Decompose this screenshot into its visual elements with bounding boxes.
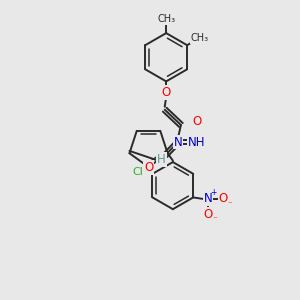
Text: NH: NH	[188, 136, 205, 148]
Text: N: N	[204, 192, 212, 206]
Text: O: O	[203, 208, 213, 221]
Text: ⁻: ⁻	[227, 200, 232, 209]
Text: O: O	[144, 160, 153, 174]
Text: ⁻: ⁻	[212, 216, 217, 225]
Text: CH₃: CH₃	[157, 14, 175, 24]
Text: N: N	[174, 136, 182, 148]
Text: Cl: Cl	[132, 167, 143, 177]
Text: O: O	[193, 115, 202, 128]
Text: CH₃: CH₃	[190, 33, 208, 43]
Text: O: O	[219, 192, 228, 206]
Text: H: H	[157, 153, 166, 166]
Text: O: O	[162, 86, 171, 99]
Text: +: +	[210, 188, 216, 197]
